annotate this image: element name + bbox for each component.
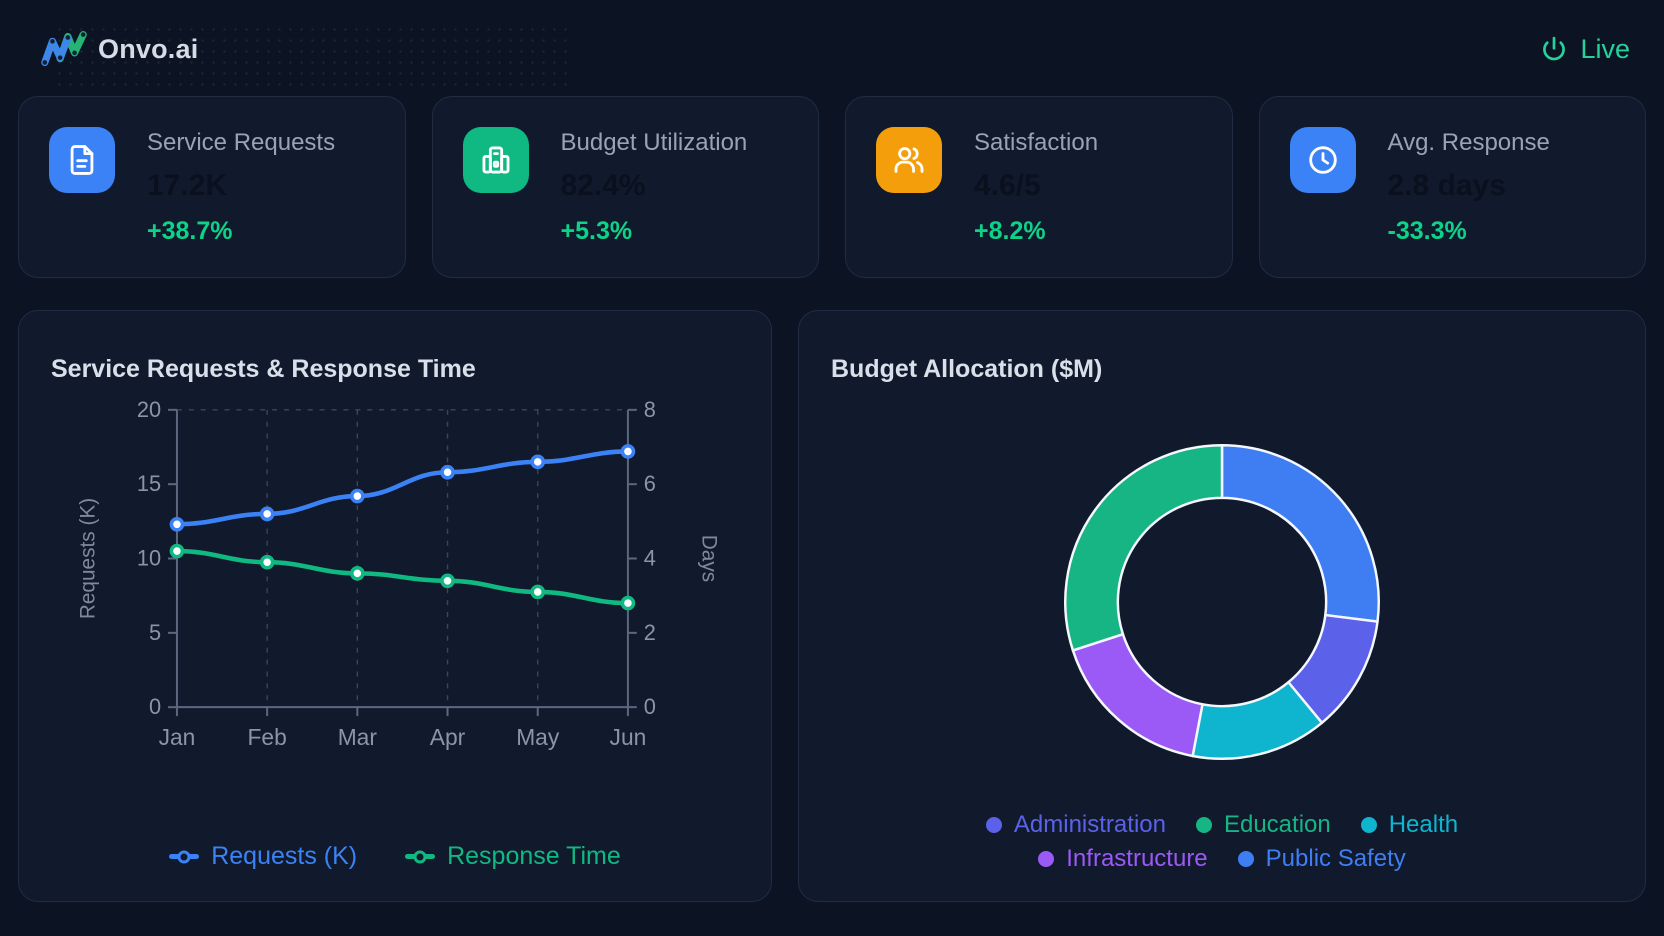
donut-chart-title: Budget Allocation ($M) — [831, 355, 1103, 383]
power-icon — [1543, 36, 1566, 61]
svg-text:May: May — [516, 724, 560, 750]
svg-text:Jan: Jan — [159, 724, 196, 750]
donut-segment-public-safety[interactable] — [1220, 443, 1380, 623]
stat-change: +38.7% — [147, 217, 233, 245]
line-chart-card: Service Requests & Response Time 0 5 10 15 2… — [18, 310, 772, 902]
stat-change: -33.3% — [1387, 217, 1467, 245]
svg-text:2: 2 — [644, 620, 656, 645]
series-points-requests-k[interactable] — [169, 444, 636, 532]
legend-item-education[interactable]: Education — [1195, 811, 1331, 839]
svg-text:Days: Days — [697, 535, 720, 582]
charts-row: Service Requests & Response Time 0 5 10 15 2… — [18, 310, 1646, 902]
svg-text:Requests (K): Requests (K) — [77, 498, 100, 619]
svg-text:15: 15 — [137, 471, 161, 496]
stat-card-service-requests: Service Requests 17.2K +38.7% — [18, 96, 406, 278]
svg-text:0: 0 — [149, 694, 161, 719]
legend-line-marker-icon — [405, 854, 436, 859]
svg-text:10: 10 — [137, 545, 161, 570]
stat-title: Satisfaction — [974, 129, 1099, 156]
legend-item-health[interactable]: Health — [1360, 811, 1459, 839]
axis-titles: Requests (K) Days — [77, 498, 721, 619]
stat-change: +8.2% — [974, 217, 1046, 245]
svg-text:0: 0 — [644, 694, 656, 719]
line-chart-svg[interactable]: 0 5 10 15 20 0 2 4 6 8 Jan Feb Mar Apr May Jun Requests … — [51, 390, 739, 838]
donut-legend: Administration Education Health Infrastruct… — [912, 811, 1532, 873]
legend-dot-icon — [1360, 817, 1377, 833]
stat-change: +5.3% — [560, 217, 633, 245]
stat-icon-badge — [462, 127, 529, 193]
stat-title: Budget Utilization — [560, 129, 748, 156]
building-icon — [482, 146, 509, 174]
svg-text:Apr: Apr — [430, 724, 466, 750]
series-line-response-time[interactable] — [174, 548, 631, 606]
legend-dot-icon — [1195, 817, 1212, 833]
stat-icon-badge — [1289, 127, 1356, 193]
stat-title: Avg. Response — [1387, 129, 1550, 156]
legend-line-marker-icon — [169, 854, 200, 859]
stat-value: 17.2K — [147, 169, 228, 202]
donut-chart-card: Budget Allocation ($M) Administration Edu… — [798, 310, 1646, 902]
svg-text:8: 8 — [644, 397, 656, 422]
live-label: Live — [1580, 33, 1630, 64]
legend-dot-icon — [1237, 851, 1254, 867]
legend-item-infrastructure[interactable]: Infrastructure — [1038, 845, 1208, 873]
y-axis-left-ticks: 0 5 10 15 20 — [137, 397, 177, 719]
stat-card-satisfaction: Satisfaction 4.6/5 +8.2% — [845, 96, 1233, 278]
stat-value: 2.8 days — [1387, 169, 1506, 202]
donut-chart-area — [831, 390, 1613, 809]
brand[interactable]: Onvo.ai — [40, 28, 198, 70]
legend-label: Education — [1223, 811, 1331, 838]
donut-segment-infrastructure[interactable] — [1071, 632, 1204, 757]
svg-text:20: 20 — [137, 397, 161, 422]
stat-value: 82.4% — [560, 169, 646, 202]
legend-dot-icon — [985, 817, 1002, 833]
legend-dot-icon — [1038, 851, 1055, 867]
svg-text:5: 5 — [149, 620, 161, 645]
clock-icon — [1308, 146, 1337, 174]
x-axis-ticks: Jan Feb Mar Apr May Jun — [159, 707, 647, 750]
legend-item-requests-k[interactable]: Requests (K) — [169, 842, 357, 871]
svg-text:4: 4 — [644, 545, 656, 570]
series-points-response-time[interactable] — [169, 543, 636, 611]
legend-label: Requests (K) — [211, 842, 358, 870]
svg-text:6: 6 — [644, 471, 656, 496]
users-icon — [894, 147, 924, 173]
svg-text:Jun: Jun — [610, 724, 647, 750]
legend-item-public-safety[interactable]: Public Safety — [1237, 845, 1406, 873]
legend-label: Public Safety — [1265, 845, 1406, 872]
brand-logo-icon — [41, 31, 87, 67]
stat-card-avg-response: Avg. Response 2.8 days -33.3% — [1258, 96, 1646, 278]
stat-value: 4.6/5 — [974, 169, 1041, 202]
stat-card-budget-utilization: Budget Utilization 82.4% +5.3% — [431, 96, 819, 278]
stat-title: Service Requests — [147, 129, 336, 156]
stat-icon-badge — [876, 127, 942, 193]
y-axis-right-ticks: 0 2 4 6 8 — [627, 397, 656, 719]
stat-icon-badge — [49, 127, 115, 193]
donut-segment-education[interactable] — [1064, 443, 1224, 652]
svg-text:Mar: Mar — [338, 724, 378, 750]
svg-text:Feb: Feb — [248, 724, 287, 750]
stats-row: Service Requests 17.2K +38.7% Budget Uti… — [18, 96, 1646, 278]
legend-item-response-time[interactable]: Response Time — [405, 842, 621, 871]
donut-chart-svg[interactable] — [1057, 437, 1387, 767]
legend-label: Response Time — [447, 842, 621, 870]
legend-label: Infrastructure — [1066, 845, 1208, 872]
line-chart-title: Service Requests & Response Time — [51, 355, 476, 383]
series-line-requests-k[interactable] — [174, 449, 631, 527]
legend-label: Administration — [1013, 811, 1166, 838]
legend-label: Health — [1388, 811, 1459, 838]
brand-name: Onvo.ai — [98, 33, 199, 64]
document-icon — [70, 145, 94, 175]
line-chart-legend: Requests (K) Response Time — [51, 838, 739, 883]
legend-item-administration[interactable]: Administration — [985, 811, 1166, 839]
live-indicator[interactable]: Live — [1540, 34, 1630, 65]
header: Onvo.ai Live — [18, 0, 1646, 90]
